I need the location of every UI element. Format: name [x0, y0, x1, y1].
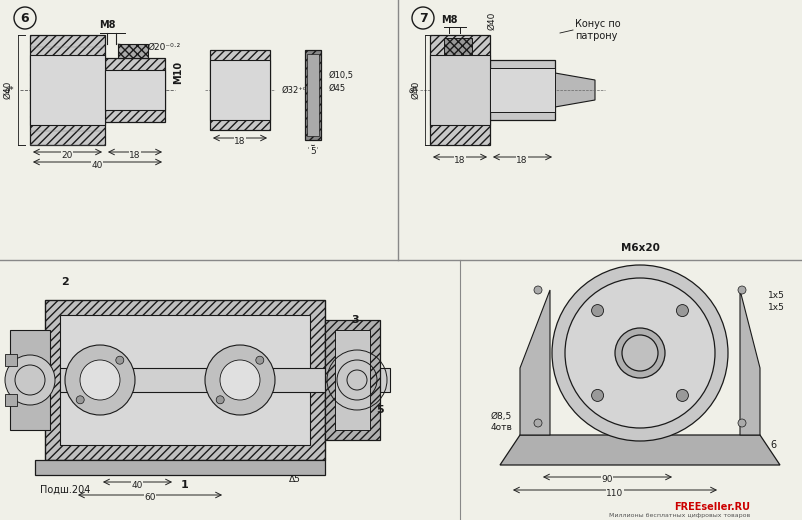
Bar — [430, 35, 490, 145]
Bar — [60, 368, 390, 392]
Bar — [105, 58, 165, 122]
Text: 18: 18 — [454, 155, 466, 164]
Circle shape — [220, 360, 260, 400]
Text: М8: М8 — [99, 20, 115, 30]
Text: 110: 110 — [606, 488, 624, 498]
Bar — [490, 60, 555, 120]
Text: 4отв: 4отв — [490, 422, 512, 432]
Text: 60: 60 — [144, 493, 156, 502]
Text: М10: М10 — [173, 60, 183, 84]
Text: 18: 18 — [234, 137, 245, 146]
Bar — [30, 55, 105, 125]
Circle shape — [65, 345, 135, 415]
Bar — [490, 68, 555, 112]
Circle shape — [115, 356, 124, 364]
Text: 40: 40 — [91, 161, 103, 170]
Bar — [5, 394, 17, 406]
Text: d*: d* — [408, 85, 418, 95]
Circle shape — [15, 365, 45, 395]
Text: 40: 40 — [132, 480, 143, 489]
Circle shape — [217, 396, 225, 404]
Text: Ø40: Ø40 — [411, 81, 420, 99]
Bar — [60, 315, 310, 445]
Bar — [444, 38, 472, 55]
Bar — [30, 35, 105, 145]
Circle shape — [552, 265, 728, 441]
Circle shape — [5, 355, 55, 405]
Text: 18: 18 — [516, 155, 528, 164]
Bar — [307, 54, 319, 136]
Text: 90: 90 — [602, 475, 613, 485]
Text: Ø8,5: Ø8,5 — [491, 412, 512, 422]
Bar — [10, 330, 50, 430]
Polygon shape — [555, 73, 595, 107]
Bar — [105, 70, 165, 110]
Bar — [430, 55, 490, 125]
Text: 5: 5 — [376, 405, 384, 415]
Bar — [45, 300, 325, 460]
Circle shape — [205, 345, 275, 415]
Text: М6х20: М6х20 — [621, 243, 659, 253]
Polygon shape — [740, 290, 760, 435]
Circle shape — [534, 419, 542, 427]
Text: 4: 4 — [19, 360, 27, 370]
Circle shape — [676, 389, 688, 401]
Bar — [210, 50, 270, 130]
Text: Ø40: Ø40 — [3, 81, 12, 99]
Text: 1х5: 1х5 — [768, 304, 785, 313]
Circle shape — [615, 328, 665, 378]
Text: Миллионы бесплатных цифровых товаров: Миллионы бесплатных цифровых товаров — [609, 513, 750, 518]
Text: Δ5: Δ5 — [289, 475, 301, 484]
Text: Ø10,5: Ø10,5 — [329, 71, 354, 80]
Text: Ø40: Ø40 — [488, 12, 496, 30]
Bar — [210, 60, 270, 120]
Circle shape — [256, 356, 264, 364]
Circle shape — [592, 389, 604, 401]
Text: 20: 20 — [61, 150, 73, 160]
Text: Ø20⁺⁰·²: Ø20⁺⁰·² — [225, 88, 256, 98]
Circle shape — [676, 305, 688, 317]
Text: Ø45: Ø45 — [329, 84, 346, 93]
Bar — [5, 354, 17, 366]
Text: 1х5: 1х5 — [768, 291, 785, 300]
Text: Ø20⁻⁰·²: Ø20⁻⁰·² — [148, 43, 181, 51]
Circle shape — [76, 396, 84, 404]
Bar — [35, 460, 325, 475]
Circle shape — [738, 419, 746, 427]
Bar — [305, 50, 321, 140]
Polygon shape — [520, 290, 550, 435]
Circle shape — [592, 305, 604, 317]
Text: d*: d* — [4, 85, 14, 95]
Polygon shape — [500, 435, 780, 465]
Text: 3: 3 — [351, 315, 358, 325]
Circle shape — [738, 286, 746, 294]
Text: 18: 18 — [129, 150, 140, 160]
Text: 6: 6 — [21, 11, 30, 24]
Text: М8: М8 — [441, 15, 457, 25]
Text: 1: 1 — [181, 480, 189, 490]
Bar — [335, 330, 370, 430]
Text: FREEseller.RU: FREEseller.RU — [674, 502, 750, 512]
Bar — [325, 320, 380, 440]
Text: 6: 6 — [770, 440, 776, 450]
Bar — [118, 44, 148, 58]
Text: Подш.204: Подш.204 — [40, 485, 91, 495]
Text: Конус по
патрону: Конус по патрону — [575, 19, 621, 41]
Circle shape — [565, 278, 715, 428]
Circle shape — [80, 360, 120, 400]
Circle shape — [534, 286, 542, 294]
Text: Ø32⁺⁰·²: Ø32⁺⁰·² — [282, 85, 313, 95]
Text: 7: 7 — [419, 11, 427, 24]
Text: 5: 5 — [310, 147, 316, 155]
Circle shape — [622, 335, 658, 371]
Text: 2: 2 — [61, 277, 69, 287]
